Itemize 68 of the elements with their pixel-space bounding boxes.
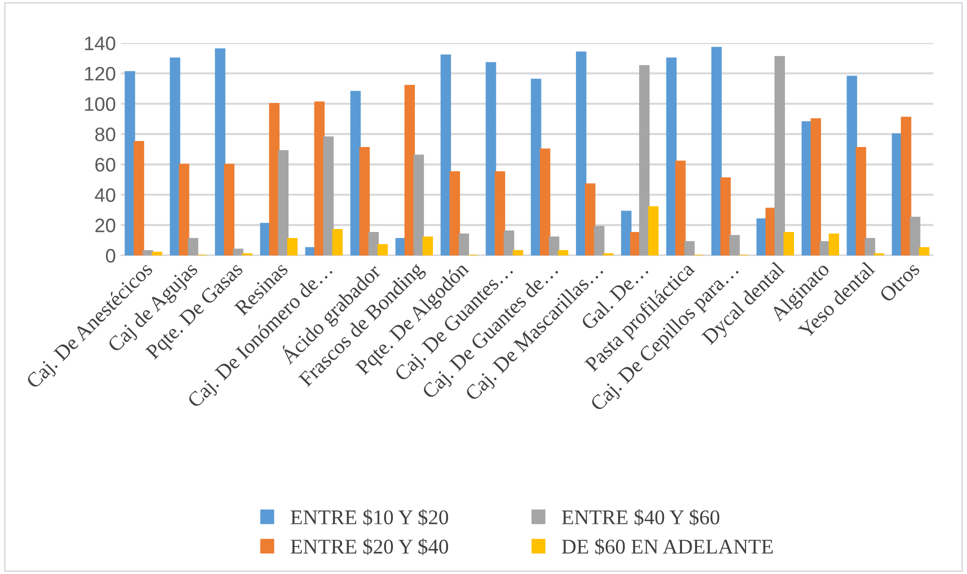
bar: [124, 71, 136, 256]
bar: [918, 247, 930, 256]
bar: [414, 154, 424, 256]
bar: [910, 216, 920, 256]
bar: [900, 116, 912, 256]
bar: [639, 65, 650, 256]
bar: [404, 84, 415, 256]
bar: [178, 164, 190, 256]
bar: [711, 46, 722, 256]
y-tick-label: 100: [85, 97, 116, 111]
bar: [377, 244, 388, 256]
bar: [774, 56, 785, 256]
bar: [188, 238, 198, 256]
bar: [720, 177, 731, 256]
bar: [278, 150, 289, 256]
bar: [170, 58, 180, 256]
bar: [540, 148, 550, 256]
legend-label: ENTRE $10 Y $20: [290, 509, 448, 526]
y-tick-label: 0: [106, 248, 116, 263]
bar: [584, 183, 596, 256]
legend-label: DE $60 EN ADELANTE: [562, 538, 773, 556]
y-tick-label: 120: [85, 66, 116, 81]
y-tick-label: 80: [95, 128, 116, 142]
bar: [675, 160, 686, 256]
bar: [576, 51, 586, 256]
bar: [666, 58, 677, 256]
bar: [530, 78, 542, 256]
bar: [512, 250, 524, 256]
bar: [323, 136, 334, 256]
y-tick-label: 20: [95, 218, 116, 232]
bar: [504, 230, 514, 256]
bar: [846, 76, 858, 256]
bar: [729, 235, 740, 256]
bar: [134, 140, 144, 256]
bar: [359, 147, 370, 256]
bar: [486, 62, 496, 256]
bar: [142, 250, 154, 256]
bar: [784, 232, 794, 256]
bar: [458, 233, 470, 256]
bar: [152, 252, 162, 256]
bar: [287, 238, 298, 256]
y-tick-label: 40: [94, 188, 116, 202]
bar: [440, 54, 451, 256]
bar: [232, 248, 244, 256]
bar: [269, 103, 280, 256]
bar: [594, 226, 604, 256]
bar: [494, 171, 506, 256]
bar: [224, 164, 234, 256]
bar: [648, 206, 659, 256]
bar: [422, 236, 433, 256]
bar: [350, 90, 361, 256]
bar: [450, 171, 460, 256]
bar: [810, 118, 822, 256]
bar: [214, 48, 226, 256]
bar: [548, 236, 560, 256]
y-tick-label: 140: [85, 36, 116, 50]
bar: [368, 232, 379, 256]
bar: [828, 233, 840, 256]
bar: [864, 238, 876, 256]
bar: [621, 210, 632, 256]
bar: [314, 102, 325, 256]
bar: [684, 241, 695, 256]
y-tick-label: 60: [95, 158, 116, 172]
bar: [332, 228, 343, 256]
legend-label: ENTRE $20 Y $40: [290, 538, 448, 556]
bar: [558, 250, 568, 256]
legend-label: ENTRE $40 Y $60: [562, 509, 720, 526]
bar: [856, 147, 866, 256]
